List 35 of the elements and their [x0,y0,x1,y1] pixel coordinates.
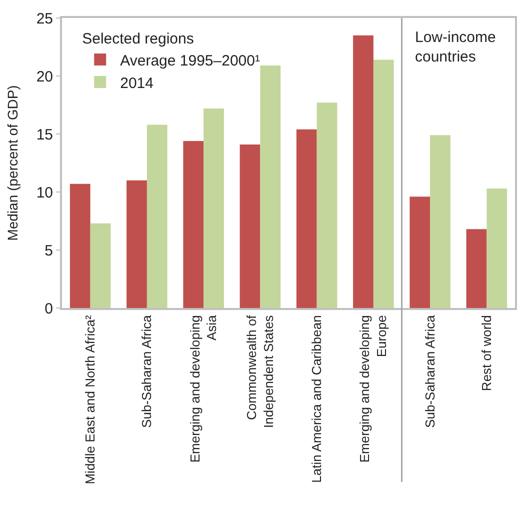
y-tick-label: 5 [44,242,53,260]
bar [146,124,168,308]
y-tick-label: 15 [36,126,53,144]
legend-label: Average 1995–2000¹ [120,52,260,70]
x-tick-label: Commonwealth of Independent States [244,314,276,428]
annotation: Low-income countries [415,29,496,66]
bar [373,60,394,308]
bar [430,135,450,308]
bar [486,188,508,308]
bar [126,180,147,308]
x-tick-label: Sub-Saharan Africa [139,314,154,428]
bar [204,108,224,308]
bar [70,184,90,308]
y-tick-label: 10 [36,184,53,202]
x-tick-label: Sub-Saharan Africa [422,314,438,428]
x-tick-label: Rest of world [478,315,494,392]
bar [410,196,430,308]
bar [316,102,338,308]
bar [296,129,317,308]
x-tick-label: Emerging and developing Asia [187,314,220,463]
y-tick-label: 0 [44,300,53,318]
legend-title: Selected regions [82,30,194,48]
x-tick-label: Middle East and North Africa² [82,314,98,484]
y-axis-title: Median (percent of GDP) [4,85,20,241]
y-tick-label: 20 [36,68,53,86]
legend-label: 2014 [120,74,154,92]
x-tick-label: Latin America and Caribbean [309,315,324,483]
bar [90,223,111,308]
x-tick-label: Emerging and developing Europe [357,315,390,463]
bar [260,66,281,308]
bar [240,144,260,308]
y-tick-label: 25 [36,10,53,28]
bar [183,140,204,308]
bar [466,229,487,308]
bar [353,35,374,308]
